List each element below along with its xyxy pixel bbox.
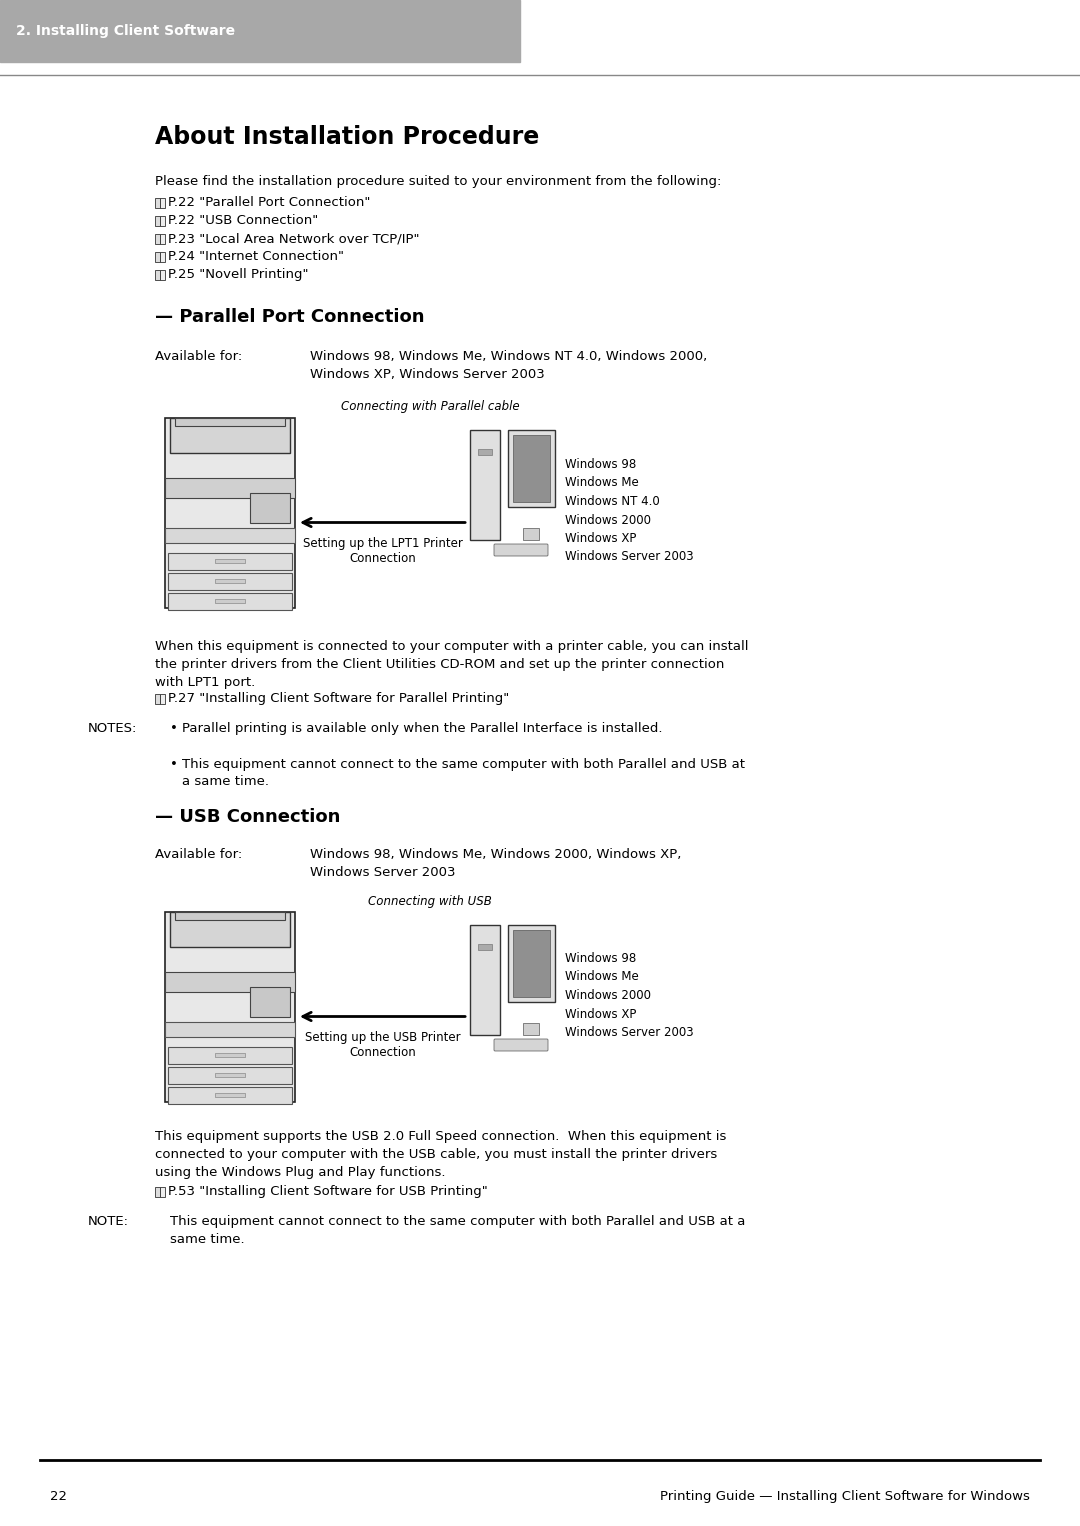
Text: Windows 98
Windows Me
Windows NT 4.0
Windows 2000
Windows XP
Windows Server 2003: Windows 98 Windows Me Windows NT 4.0 Win… bbox=[565, 458, 693, 563]
Text: This equipment cannot connect to the same computer with both Parallel and USB at: This equipment cannot connect to the sam… bbox=[183, 758, 745, 787]
Bar bbox=[0, 0, 519, 63]
FancyBboxPatch shape bbox=[170, 418, 291, 453]
Bar bbox=[470, 925, 500, 1035]
FancyBboxPatch shape bbox=[494, 1039, 548, 1051]
Bar bbox=[168, 1047, 292, 1064]
Text: Windows 98
Windows Me
Windows 2000
Windows XP
Windows Server 2003: Windows 98 Windows Me Windows 2000 Windo… bbox=[565, 952, 693, 1039]
Bar bbox=[249, 987, 291, 1016]
Text: P.24 "Internet Connection": P.24 "Internet Connection" bbox=[168, 250, 345, 262]
Bar bbox=[160, 233, 165, 244]
Bar bbox=[168, 552, 292, 571]
Text: P.27 "Installing Client Software for Parallel Printing": P.27 "Installing Client Software for Par… bbox=[168, 691, 510, 705]
Bar bbox=[478, 449, 492, 455]
Bar bbox=[168, 572, 292, 591]
Bar bbox=[165, 972, 295, 992]
Text: 2. Installing Client Software: 2. Installing Client Software bbox=[16, 24, 235, 38]
Text: Windows 98, Windows Me, Windows NT 4.0, Windows 2000,
Windows XP, Windows Server: Windows 98, Windows Me, Windows NT 4.0, … bbox=[310, 349, 707, 382]
Text: Windows 98, Windows Me, Windows 2000, Windows XP,
Windows Server 2003: Windows 98, Windows Me, Windows 2000, Wi… bbox=[310, 848, 681, 879]
Text: Available for:: Available for: bbox=[156, 848, 242, 861]
Bar bbox=[168, 1067, 292, 1083]
Text: Parallel printing is available only when the Parallel Interface is installed.: Parallel printing is available only when… bbox=[183, 722, 662, 736]
Text: Connecting with Parallel cable: Connecting with Parallel cable bbox=[340, 400, 519, 414]
Text: — USB Connection: — USB Connection bbox=[156, 807, 340, 826]
Text: This equipment supports the USB 2.0 Full Speed connection.  When this equipment : This equipment supports the USB 2.0 Full… bbox=[156, 1129, 727, 1180]
Bar bbox=[160, 1187, 165, 1196]
Text: P.25 "Novell Printing": P.25 "Novell Printing" bbox=[168, 269, 309, 281]
Bar bbox=[156, 694, 160, 703]
Text: 22: 22 bbox=[50, 1489, 67, 1503]
Bar bbox=[156, 233, 160, 244]
Bar bbox=[215, 1053, 245, 1058]
Bar bbox=[215, 1093, 245, 1097]
Bar bbox=[160, 217, 165, 226]
Bar bbox=[165, 528, 295, 543]
Bar bbox=[215, 1073, 245, 1077]
Text: Setting up the LPT1 Printer
Connection: Setting up the LPT1 Printer Connection bbox=[302, 537, 462, 566]
Bar bbox=[156, 217, 160, 226]
Bar bbox=[470, 430, 500, 540]
Bar bbox=[168, 594, 292, 610]
Text: P.23 "Local Area Network over TCP/IP": P.23 "Local Area Network over TCP/IP" bbox=[168, 232, 419, 246]
Bar bbox=[156, 252, 160, 262]
Text: Available for:: Available for: bbox=[156, 349, 242, 363]
Bar bbox=[523, 1022, 539, 1035]
Bar bbox=[156, 270, 160, 279]
FancyBboxPatch shape bbox=[175, 418, 285, 426]
Bar bbox=[523, 528, 539, 540]
FancyBboxPatch shape bbox=[494, 543, 548, 555]
Bar bbox=[160, 252, 165, 262]
Text: NOTE:: NOTE: bbox=[87, 1215, 129, 1228]
Bar bbox=[160, 270, 165, 279]
Text: Printing Guide — Installing Client Software for Windows: Printing Guide — Installing Client Softw… bbox=[660, 1489, 1030, 1503]
Bar bbox=[168, 1087, 292, 1103]
Text: •: • bbox=[170, 722, 178, 736]
Bar bbox=[215, 578, 245, 583]
Text: P.22 "USB Connection": P.22 "USB Connection" bbox=[168, 214, 319, 227]
Bar bbox=[160, 198, 165, 208]
Text: — Parallel Port Connection: — Parallel Port Connection bbox=[156, 308, 424, 327]
Text: This equipment cannot connect to the same computer with both Parallel and USB at: This equipment cannot connect to the sam… bbox=[170, 1215, 745, 1247]
Bar bbox=[165, 478, 295, 497]
Text: When this equipment is connected to your computer with a printer cable, you can : When this equipment is connected to your… bbox=[156, 639, 748, 690]
Text: Please find the installation procedure suited to your environment from the follo: Please find the installation procedure s… bbox=[156, 175, 721, 188]
Bar bbox=[156, 1187, 160, 1196]
Bar bbox=[508, 430, 555, 507]
FancyBboxPatch shape bbox=[165, 418, 295, 607]
Text: About Installation Procedure: About Installation Procedure bbox=[156, 125, 539, 150]
Bar bbox=[160, 694, 165, 703]
Text: P.22 "Parallel Port Connection": P.22 "Parallel Port Connection" bbox=[168, 195, 370, 209]
Bar bbox=[513, 929, 550, 996]
Text: NOTES:: NOTES: bbox=[87, 722, 137, 736]
FancyBboxPatch shape bbox=[175, 913, 285, 920]
Text: Connecting with USB: Connecting with USB bbox=[368, 896, 491, 908]
Bar bbox=[513, 435, 550, 502]
Text: Setting up the USB Printer
Connection: Setting up the USB Printer Connection bbox=[305, 1032, 460, 1059]
Bar bbox=[215, 600, 245, 603]
Bar bbox=[215, 559, 245, 563]
Text: •: • bbox=[170, 758, 178, 771]
Bar bbox=[165, 1022, 295, 1038]
Bar bbox=[156, 198, 160, 208]
Bar bbox=[249, 493, 291, 523]
Bar bbox=[478, 945, 492, 951]
Text: P.53 "Installing Client Software for USB Printing": P.53 "Installing Client Software for USB… bbox=[168, 1186, 488, 1198]
FancyBboxPatch shape bbox=[165, 913, 295, 1102]
FancyBboxPatch shape bbox=[170, 913, 291, 948]
Bar bbox=[508, 925, 555, 1003]
